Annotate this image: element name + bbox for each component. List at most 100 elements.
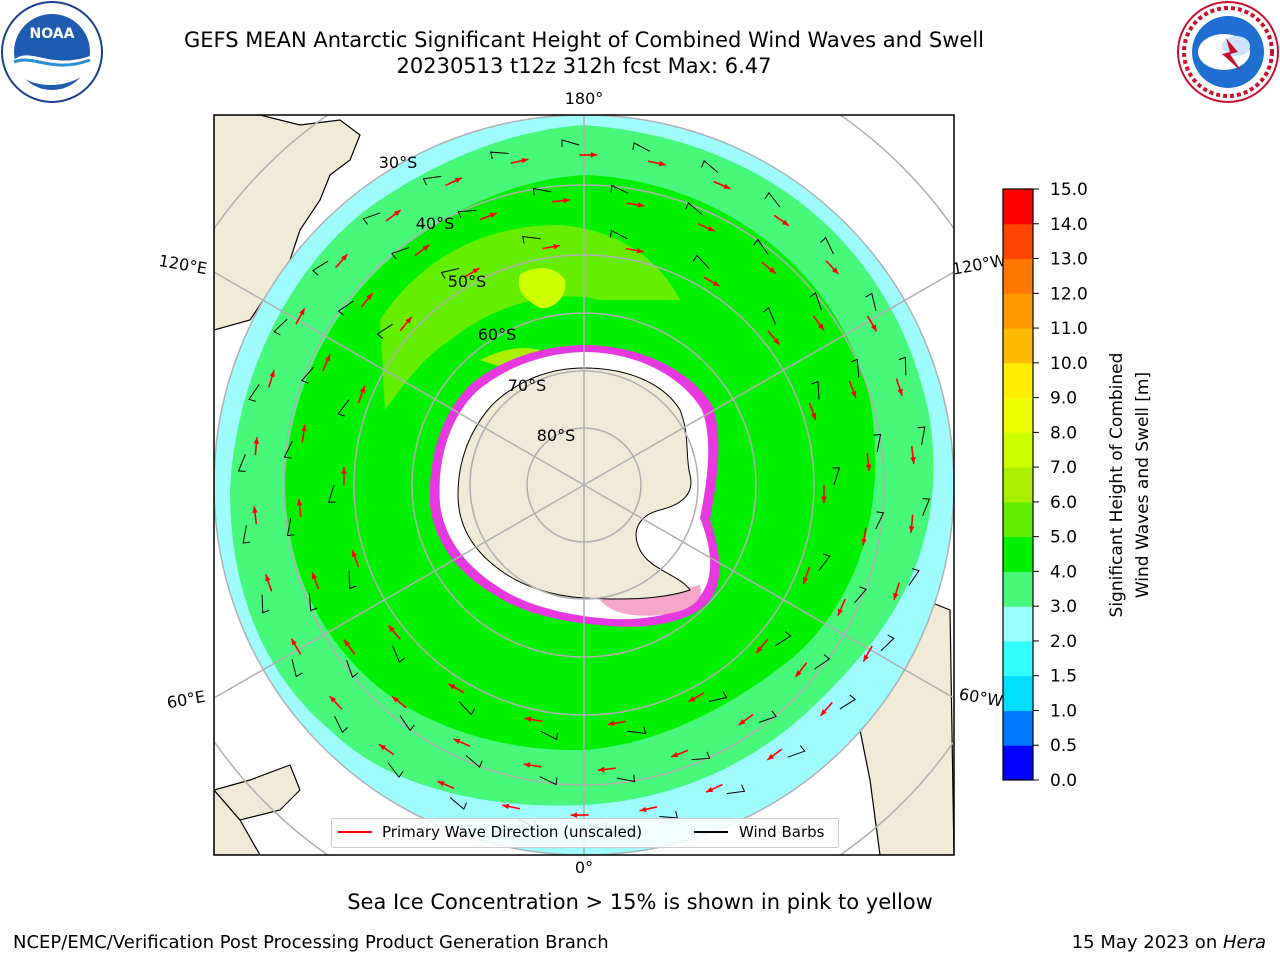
wind-barb <box>261 594 270 614</box>
wind-barb <box>753 238 769 255</box>
lat-label-40s: 40°S <box>416 214 455 233</box>
colorbar-swatch <box>1003 710 1033 746</box>
legend-barb-line <box>694 831 728 833</box>
wind-barb <box>701 159 719 173</box>
wave-arrow-head <box>265 574 271 582</box>
wave-arrow-head <box>563 197 571 204</box>
wind-barb <box>248 384 260 402</box>
wind-barb <box>627 726 646 735</box>
wind-barb <box>346 659 359 678</box>
colorbar-swatch <box>1003 328 1033 364</box>
wave-arrow-head <box>252 506 258 513</box>
wind-barb <box>922 498 931 516</box>
colorbar-label-line1: Significant Height of Combined <box>1107 353 1127 618</box>
lon-label-60e: 60°E <box>165 687 206 712</box>
colorbar-swatch <box>1003 501 1033 538</box>
lon-label-180: 180° <box>565 89 604 108</box>
wind-barb <box>839 694 857 710</box>
colorbar-swatch <box>1003 571 1033 607</box>
legend: Primary Wave Direction (unscaled) Wind B… <box>331 818 839 848</box>
lon-label-120e: 120°E <box>157 251 208 278</box>
wind-barb <box>532 187 552 196</box>
wind-barb <box>286 517 295 537</box>
wave-arrow-head <box>523 762 531 768</box>
wind-barb <box>685 202 703 216</box>
wave-arrow-head <box>831 267 839 274</box>
wind-barb <box>832 467 841 486</box>
wind-barb <box>764 192 781 208</box>
colorbar-swatch <box>1003 675 1033 711</box>
noaa-logo: NOAA <box>1 1 103 103</box>
wave-arrow-head <box>782 219 789 226</box>
wave-arrow-head <box>324 354 331 362</box>
wave-arrow-head <box>712 280 720 287</box>
wave-arrow-head <box>454 177 462 184</box>
wave-arrow-head <box>803 577 809 584</box>
wind-barb <box>908 568 920 586</box>
wind-barb <box>726 784 746 795</box>
wave-arrow-head <box>837 608 844 616</box>
wind-barb <box>337 399 350 417</box>
wind-barb <box>283 440 293 459</box>
wave-arrow-head <box>329 696 337 703</box>
wave-arrow-head <box>607 720 615 727</box>
wave-arrow-head <box>311 572 317 580</box>
chart-title: GEFS MEAN Antarctic Significant Height o… <box>183 28 985 52</box>
longitude-grid <box>214 115 954 855</box>
colorbar-tick-label: 4.0 <box>1050 562 1077 582</box>
colorbar-tick-label: 11.0 <box>1050 319 1088 339</box>
colorbar-tick-label: 8.0 <box>1050 423 1077 443</box>
antarctica <box>457 367 692 600</box>
colorbar-swatch <box>1003 397 1033 433</box>
ocean-6m-patch <box>480 348 540 370</box>
wave-arrow-head <box>723 183 731 189</box>
colorbar-tick-label: 2.0 <box>1050 632 1077 652</box>
wind-barb <box>376 323 393 339</box>
wave-arrow-head <box>422 244 430 251</box>
wave-arrow-head <box>870 324 877 332</box>
wave-arrow-head <box>861 538 867 546</box>
footer-host: Hera <box>1222 932 1266 953</box>
colorbar-tick-label: 15.0 <box>1050 180 1088 200</box>
wave-arrow-head <box>658 160 666 167</box>
colorbar-tick-label: 6.0 <box>1050 493 1077 513</box>
colorbar-tick-label: 0.0 <box>1050 771 1077 791</box>
wave-arrow-head <box>437 781 445 787</box>
wave-arrow-head <box>637 202 645 208</box>
colorbar-tick-label: 1.5 <box>1050 667 1077 687</box>
legend-wave-line <box>338 831 372 833</box>
wave-arrow-head <box>253 437 260 444</box>
wind-barb <box>898 356 907 376</box>
wind-barb <box>818 553 831 571</box>
ocean-peak-patch <box>518 268 566 309</box>
wave-arrow-head <box>820 709 827 716</box>
wind-barb <box>237 454 246 472</box>
colorbar-tick-label: 5.0 <box>1050 528 1077 548</box>
wind-barb <box>337 300 354 316</box>
wind-barb <box>362 212 381 225</box>
colorbar-swatch <box>1003 606 1033 642</box>
colorbar-tick-label: 13.0 <box>1050 250 1088 270</box>
wave-arrow-head <box>671 752 679 758</box>
wave-arrow-head <box>502 803 510 810</box>
wave-arrow-head <box>707 225 715 232</box>
colorbar-label-line2: Wind Waves and Swell [m] <box>1133 372 1153 598</box>
wave-arrow-head <box>738 719 746 726</box>
wind-barb <box>311 260 329 276</box>
wind-barb <box>616 774 636 783</box>
wave-arrow-head <box>553 243 561 250</box>
wind-barb <box>522 235 541 244</box>
wind-barb <box>301 366 315 384</box>
wind-barb <box>610 184 629 194</box>
wind-barb <box>865 292 877 311</box>
wave-arrow-head <box>524 716 532 723</box>
colorbar-swatch <box>1003 258 1033 294</box>
lat-label-30s: 30°S <box>379 153 418 172</box>
wind-barb <box>873 433 882 453</box>
wave-arrow-head <box>821 496 827 503</box>
nws-logo <box>1177 1 1279 103</box>
wind-barb <box>850 358 860 378</box>
wind-barb <box>609 229 628 240</box>
wave-arrow-head <box>706 786 714 793</box>
colorbar-tick-label: 12.0 <box>1050 284 1088 304</box>
